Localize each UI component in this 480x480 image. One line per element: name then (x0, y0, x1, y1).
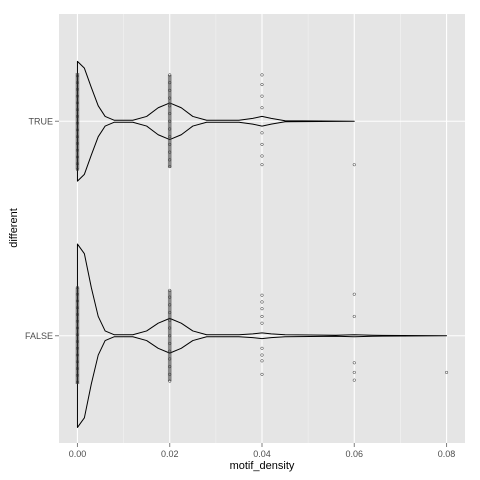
data-point-stack (75, 72, 80, 170)
data-point (260, 372, 264, 376)
violins (76, 60, 448, 428)
data-point (352, 378, 356, 382)
data-point (260, 73, 264, 77)
data-point (352, 314, 356, 318)
data-point (352, 370, 356, 374)
x-tick-label: 0.06 (346, 449, 364, 459)
data-point (260, 359, 264, 363)
x-tick-label: 0.00 (69, 449, 87, 459)
data-point (260, 353, 264, 357)
data-point (260, 307, 264, 311)
data-point (352, 361, 356, 365)
data-point (260, 106, 264, 110)
data-point (260, 163, 264, 167)
y-tick-label: TRUE (29, 116, 54, 126)
data-point (260, 321, 264, 325)
y-axis: TRUE FALSE (25, 116, 59, 341)
data-point (260, 94, 264, 98)
data-point (352, 163, 356, 167)
data-point (260, 293, 264, 297)
data-point (260, 154, 264, 158)
data-point (260, 346, 264, 350)
data-point (352, 292, 356, 296)
data-point (260, 300, 264, 304)
data-point (260, 142, 264, 146)
x-tick-label: 0.04 (253, 449, 271, 459)
data-point (260, 314, 264, 318)
minor-gridlines (123, 14, 401, 443)
violin-true (76, 60, 355, 182)
y-axis-title: different (8, 208, 20, 248)
x-tick-label: 0.02 (161, 449, 179, 459)
data-point-stack (75, 287, 80, 385)
data-point-stack (167, 74, 172, 168)
data-point (260, 131, 264, 135)
data-point-stack (167, 290, 172, 382)
data-point (260, 83, 264, 87)
x-axis-title: motif_density (230, 460, 295, 472)
violin-false (76, 243, 448, 428)
y-tick-label: FALSE (25, 331, 53, 341)
data-points (75, 72, 449, 385)
data-point (444, 370, 449, 374)
x-axis: 0.00 0.02 0.04 0.06 0.08 (69, 443, 456, 459)
x-tick-label: 0.08 (438, 449, 456, 459)
